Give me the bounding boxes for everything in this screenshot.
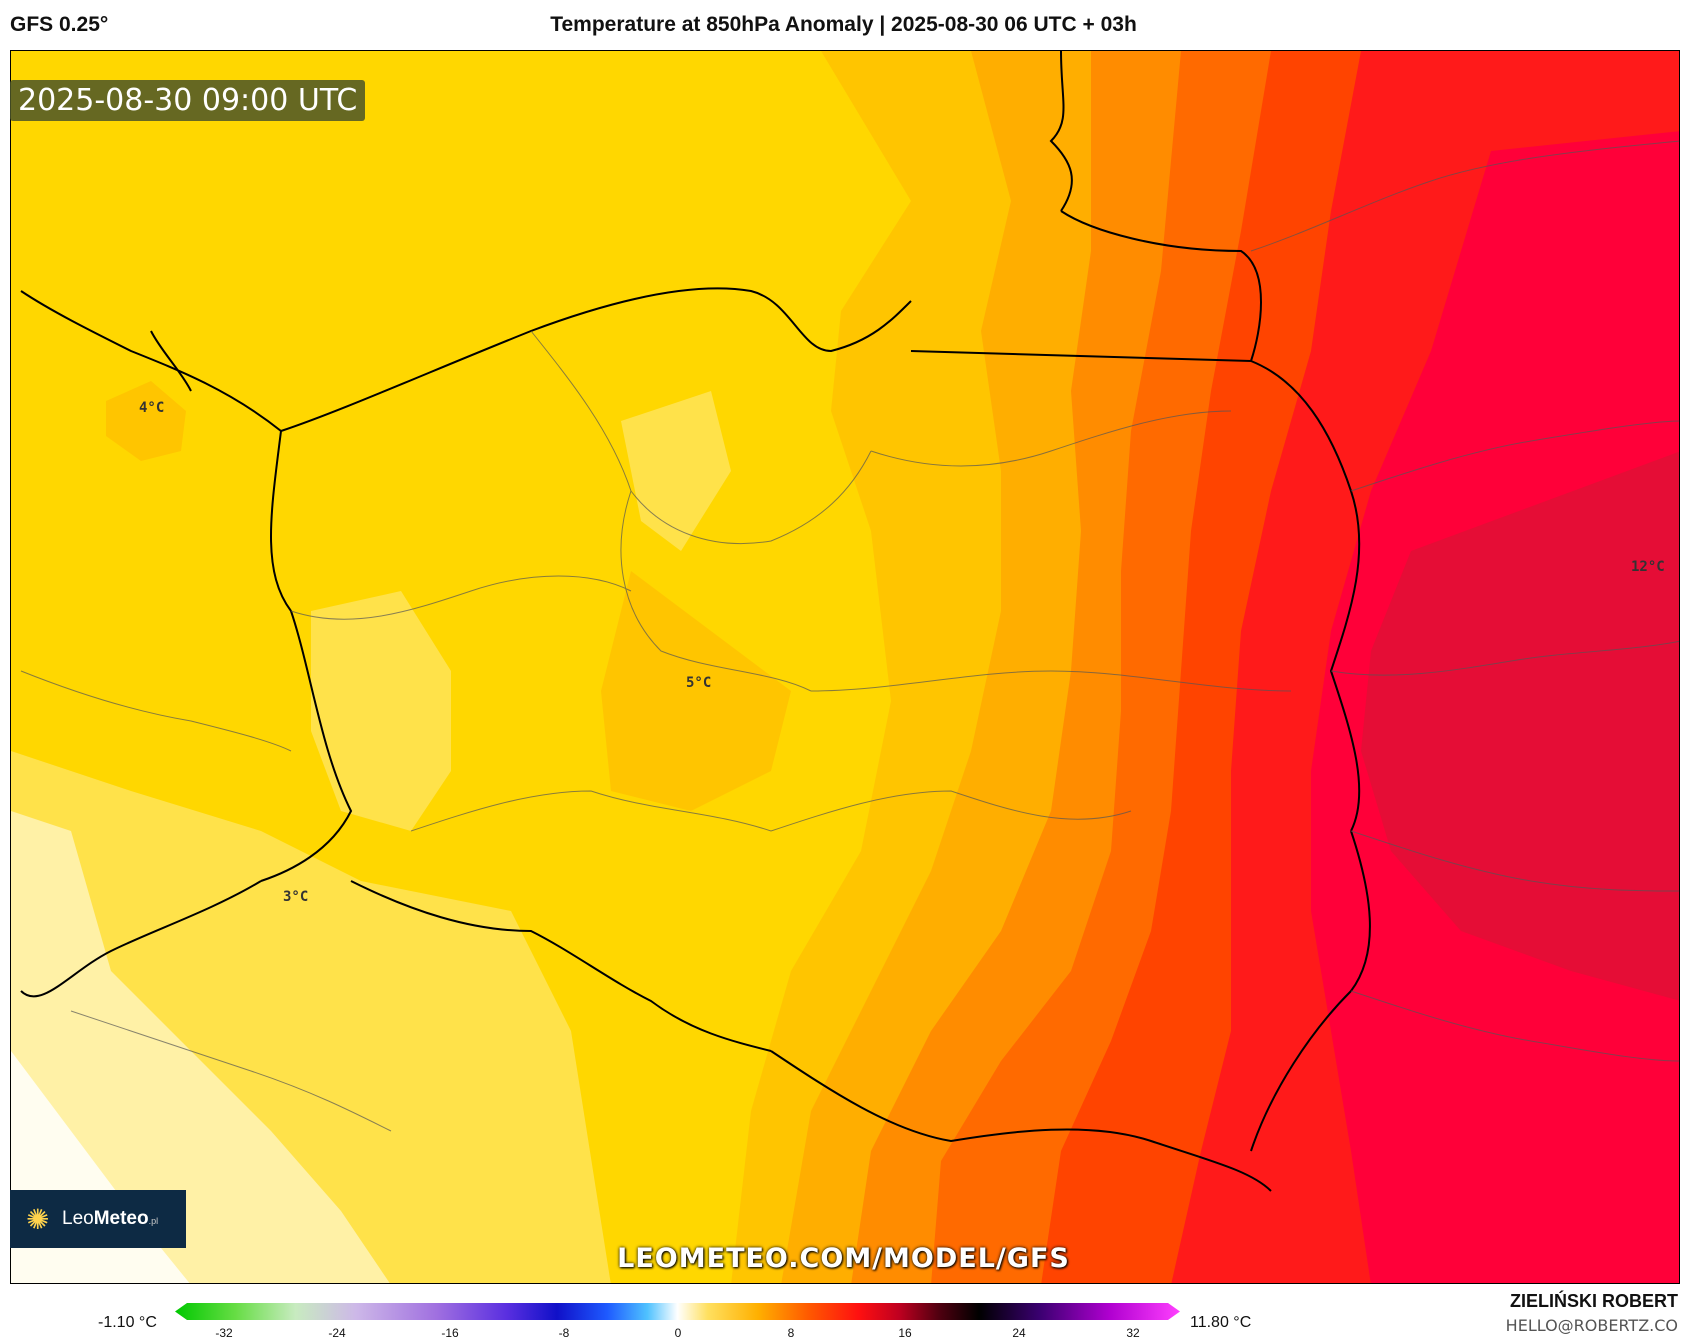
legend-tick: 8 <box>787 1326 795 1340</box>
valid-time-badge: 2025-08-30 09:00 UTC <box>10 80 366 121</box>
legend-tick: -24 <box>328 1326 346 1340</box>
map-field-svg <box>11 51 1679 1283</box>
field-gold-core-west <box>106 381 186 461</box>
leometeo-logo[interactable]: ✺ LeoMeteo.pl <box>10 1190 186 1248</box>
header-bar: GFS 0.25° Temperature at 850hPa Anomaly … <box>0 0 1687 50</box>
temperature-label-12: 12°C <box>1631 559 1665 575</box>
field-cold-southwest <box>11 811 390 1283</box>
field-deep-crimson-core <box>1361 451 1679 1001</box>
sun-icon: ✺ <box>26 1204 50 1235</box>
temperature-label-4: 4°C <box>139 400 165 416</box>
author-name: ZIELIŃSKI ROBERT <box>1509 1291 1678 1311</box>
site-watermark: LEOMETEO.COM/MODEL/GFS <box>617 1243 1070 1274</box>
field-gold-core-center <box>601 571 791 811</box>
legend-tick: -16 <box>441 1326 459 1340</box>
legend-colorbar <box>175 1303 1180 1320</box>
country-borders <box>20 51 1371 1192</box>
model-name: GFS 0.25° <box>10 13 109 36</box>
legend-min-value: -1.10 °C <box>98 1314 157 1331</box>
temperature-anomaly-map[interactable]: 4°C 5°C 3°C 12°C <box>10 50 1680 1284</box>
temperature-label-5: 5°C <box>686 675 712 691</box>
field-pale-north <box>621 391 731 551</box>
legend-tick: 32 <box>1126 1326 1140 1340</box>
legend-tick: -8 <box>558 1326 570 1340</box>
legend-tick: -32 <box>215 1326 233 1340</box>
map-title: Temperature at 850hPa Anomaly | 2025-08-… <box>550 13 1137 36</box>
legend-tick: 0 <box>674 1326 682 1340</box>
admin-borders <box>20 140 1679 1132</box>
legend-tick: 24 <box>1012 1326 1026 1340</box>
author-email[interactable]: HELLO@ROBERTZ.CO <box>1505 1316 1678 1335</box>
temperature-label-3: 3°C <box>283 889 309 905</box>
logo-text: LeoMeteo.pl <box>62 1208 159 1229</box>
legend-tick: 16 <box>898 1326 912 1340</box>
field-pale-west <box>311 591 451 831</box>
legend-max-value: 11.80 °C <box>1190 1314 1252 1331</box>
